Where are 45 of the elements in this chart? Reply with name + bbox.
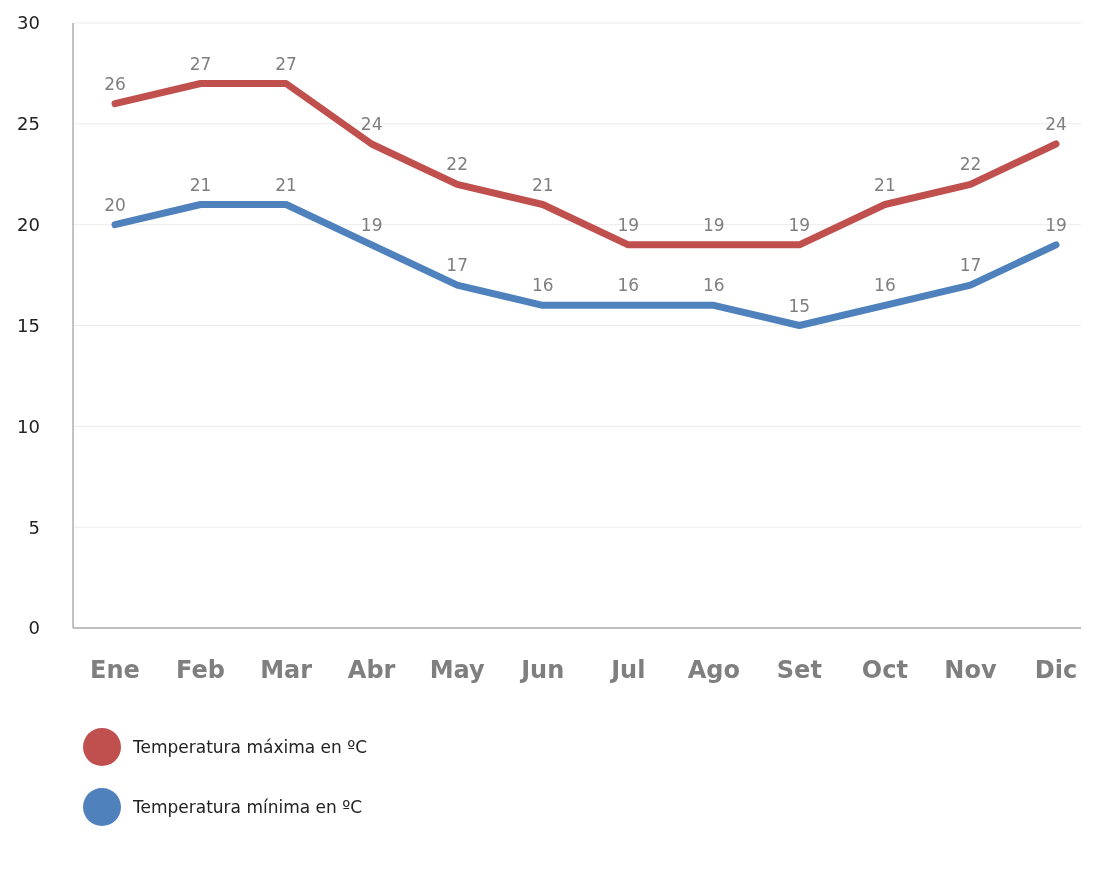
data-label: 19	[617, 214, 640, 235]
data-label: 27	[275, 53, 297, 74]
data-label: 21	[874, 174, 896, 195]
y-tick-label: 0	[28, 617, 40, 639]
data-label: 21	[275, 174, 297, 195]
x-tick-label: Mar	[260, 656, 313, 685]
data-label: 24	[1045, 114, 1067, 134]
data-label: 16	[617, 275, 640, 296]
data-label: 26	[104, 73, 126, 94]
x-tick-label: May	[429, 656, 486, 685]
y-tick-label: 10	[17, 415, 40, 437]
data-label: 19	[788, 214, 811, 235]
data-label: 19	[703, 214, 725, 235]
x-tick-label: Ene	[90, 656, 140, 685]
y-tick-label: 5	[28, 516, 40, 538]
x-tick-label: Ago	[687, 656, 740, 685]
data-label: 22	[446, 154, 468, 175]
data-label: 20	[104, 194, 126, 215]
y-tick-label: 25	[17, 113, 40, 135]
x-tick-label: Oct	[861, 656, 908, 685]
data-label: 16	[703, 275, 725, 296]
data-label: 15	[788, 295, 811, 316]
x-tick-label: Abr	[347, 656, 396, 685]
data-label: 22	[959, 154, 982, 175]
x-tick-label: Jun	[519, 656, 565, 685]
y-tick-label: 30	[17, 12, 40, 34]
data-label: 24	[360, 114, 383, 134]
data-label: 27	[189, 53, 212, 74]
data-label: 16	[531, 275, 554, 296]
x-tick-label: Jul	[609, 656, 646, 685]
y-tick-label: 20	[17, 214, 40, 236]
data-label: 17	[446, 255, 468, 276]
data-label: 21	[531, 174, 554, 195]
legend-label: Temperatura máxima en ºC	[133, 737, 368, 757]
legend-label: Temperatura mínima en ºC	[133, 797, 363, 817]
x-tick-label: Feb	[176, 656, 225, 685]
data-label: 16	[874, 275, 896, 296]
x-tick-label: Nov	[944, 656, 997, 685]
data-label: 19	[1045, 214, 1067, 235]
data-label: 19	[360, 214, 383, 235]
x-tick-label: Set	[776, 656, 822, 685]
y-tick-label: 15	[17, 314, 40, 336]
data-label: 21	[189, 174, 212, 195]
x-tick-label: Dic	[1034, 656, 1078, 685]
data-label: 17	[959, 255, 982, 276]
